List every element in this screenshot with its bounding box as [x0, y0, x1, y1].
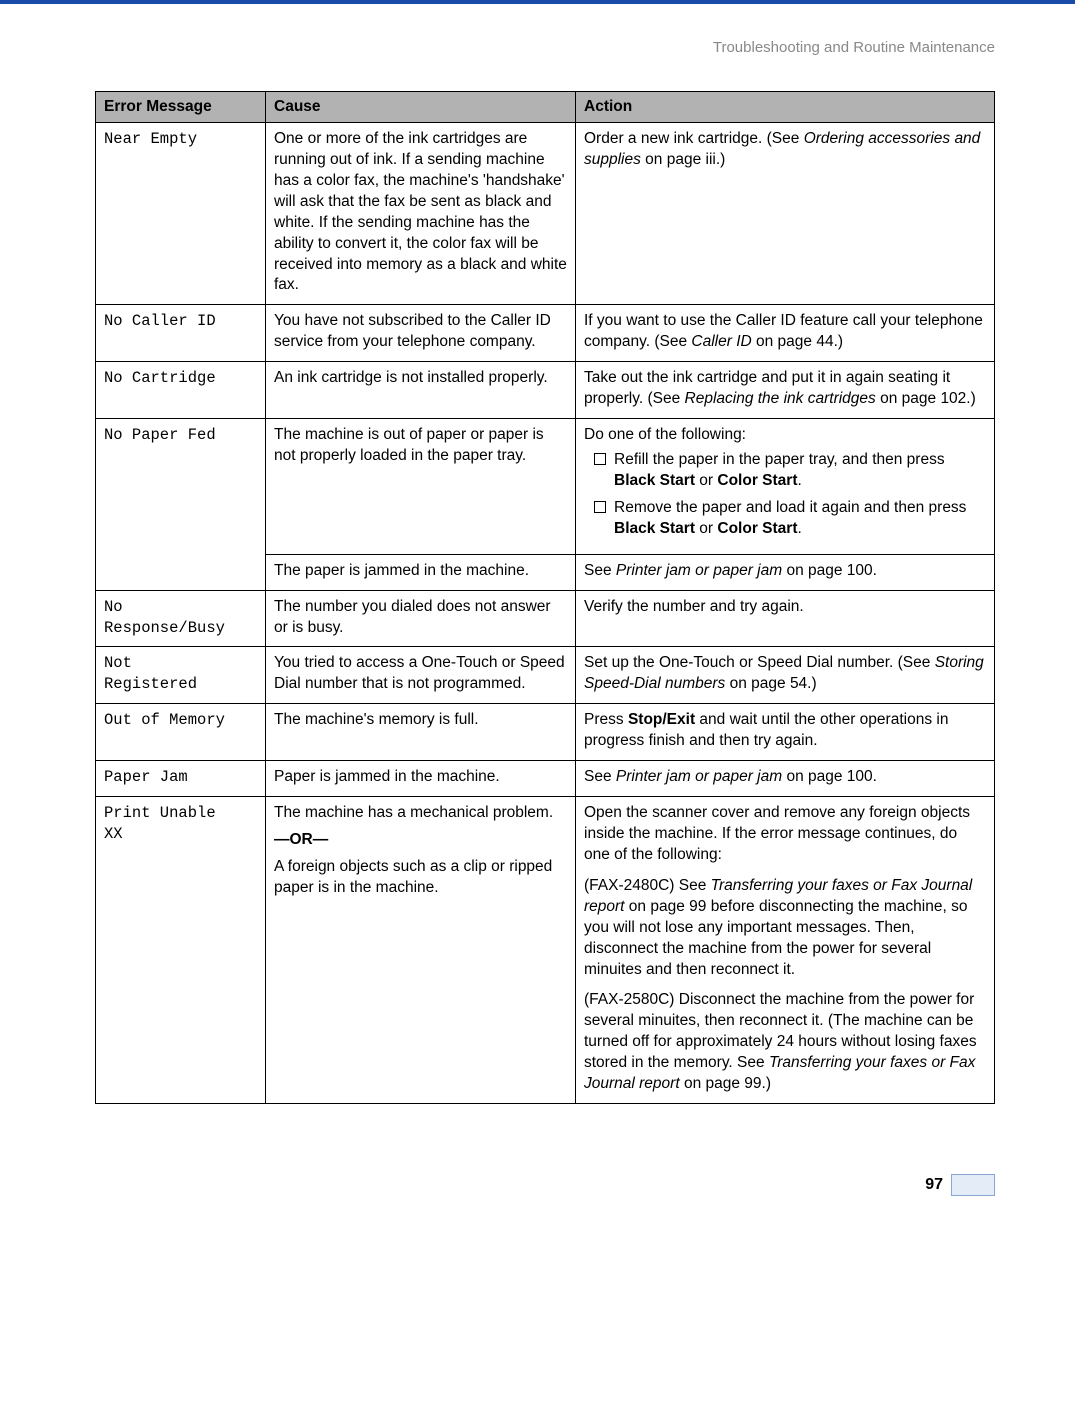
table-header-row: Error Message Cause Action — [96, 92, 995, 123]
error-code: Paper Jam — [96, 761, 266, 797]
bullet-text: Remove the paper and load it again and t… — [614, 498, 986, 540]
key-label: Black Start — [614, 472, 695, 489]
action-text: on page 102.) — [876, 390, 976, 407]
table-row: Paper Jam Paper is jammed in the machine… — [96, 761, 995, 797]
error-code: No Cartridge — [96, 362, 266, 419]
code-line: Response/Busy — [104, 618, 257, 639]
action-text: Press — [584, 711, 628, 728]
action-cell: Verify the number and try again. — [576, 590, 995, 647]
cause-cell: One or more of the ink cartridges are ru… — [266, 123, 576, 305]
action-cell: Order a new ink cartridge. (See Ordering… — [576, 123, 995, 305]
or-separator: —OR— — [274, 830, 567, 851]
action-para: (FAX-2580C) Disconnect the machine from … — [584, 990, 986, 1095]
square-bullet-icon — [594, 453, 606, 465]
header-error-message: Error Message — [96, 92, 266, 123]
key-label: Color Start — [717, 520, 797, 537]
cause-cell: The number you dialed does not answer or… — [266, 590, 576, 647]
table-row: Not Registered You tried to access a One… — [96, 647, 995, 704]
cause-cell: You tried to access a One-Touch or Speed… — [266, 647, 576, 704]
error-code: Near Empty — [96, 123, 266, 305]
action-ref: Replacing the ink cartridges — [685, 390, 876, 407]
action-ref: Printer jam or paper jam — [616, 768, 782, 785]
cause-cell: The paper is jammed in the machine. — [266, 554, 576, 590]
action-text: on page 44.) — [752, 333, 843, 350]
action-cell: See Printer jam or paper jam on page 100… — [576, 554, 995, 590]
action-cell: Set up the One-Touch or Speed Dial numbe… — [576, 647, 995, 704]
action-text: See — [584, 768, 616, 785]
text: on page 99 before disconnecting the mach… — [584, 898, 967, 978]
text: on page 99.) — [680, 1075, 771, 1092]
code-line: XX — [104, 824, 257, 845]
key-label: Color Start — [717, 472, 797, 489]
action-text: on page iii.) — [641, 151, 725, 168]
table-row: No Paper Fed The machine is out of paper… — [96, 419, 995, 555]
code-line: Registered — [104, 674, 257, 695]
cause-cell: The machine has a mechanical problem. —O… — [266, 797, 576, 1104]
code-line: Not — [104, 653, 257, 674]
code-line: No — [104, 597, 257, 618]
action-ref: Printer jam or paper jam — [616, 562, 782, 579]
text: Remove the paper and load it again and t… — [614, 499, 966, 516]
table-row: No Cartridge An ink cartridge is not ins… — [96, 362, 995, 419]
text: or — [695, 472, 717, 489]
table-row: No Caller ID You have not subscribed to … — [96, 305, 995, 362]
text: (FAX-2480C) See — [584, 877, 711, 894]
action-text: on page 100. — [782, 768, 877, 785]
cause-para: The machine has a mechanical problem. — [274, 803, 567, 824]
error-code: No Caller ID — [96, 305, 266, 362]
cause-cell: The machine's memory is full. — [266, 704, 576, 761]
error-code: Not Registered — [96, 647, 266, 704]
action-text: Set up the One-Touch or Speed Dial numbe… — [584, 654, 935, 671]
page-footer: 97 — [95, 1174, 995, 1196]
action-para: Open the scanner cover and remove any fo… — [584, 803, 986, 866]
cause-cell: An ink cartridge is not installed proper… — [266, 362, 576, 419]
action-cell: If you want to use the Caller ID feature… — [576, 305, 995, 362]
page-content: Troubleshooting and Routine Maintenance … — [0, 4, 1075, 1246]
error-code: Out of Memory — [96, 704, 266, 761]
bullet-item: Refill the paper in the paper tray, and … — [594, 450, 986, 492]
square-bullet-icon — [594, 501, 606, 513]
text: Refill the paper in the paper tray, and … — [614, 451, 945, 468]
action-cell: See Printer jam or paper jam on page 100… — [576, 761, 995, 797]
section-heading: Troubleshooting and Routine Maintenance — [95, 39, 995, 56]
page-number: 97 — [925, 1176, 943, 1194]
header-action: Action — [576, 92, 995, 123]
table-row: No Response/Busy The number you dialed d… — [96, 590, 995, 647]
error-code: Print Unable XX — [96, 797, 266, 1104]
error-code: No Paper Fed — [96, 419, 266, 591]
error-code: No Response/Busy — [96, 590, 266, 647]
code-line: Print Unable — [104, 803, 257, 824]
action-cell: Do one of the following: Refill the pape… — [576, 419, 995, 555]
error-messages-table: Error Message Cause Action Near Empty On… — [95, 91, 995, 1104]
table-row: Print Unable XX The machine has a mechan… — [96, 797, 995, 1104]
action-cell: Press Stop/Exit and wait until the other… — [576, 704, 995, 761]
cause-cell: Paper is jammed in the machine. — [266, 761, 576, 797]
table-row: Near Empty One or more of the ink cartri… — [96, 123, 995, 305]
text: or — [695, 520, 717, 537]
bullet-item: Remove the paper and load it again and t… — [594, 498, 986, 540]
action-cell: Take out the ink cartridge and put it in… — [576, 362, 995, 419]
action-text: See — [584, 562, 616, 579]
key-label: Black Start — [614, 520, 695, 537]
action-text: Order a new ink cartridge. (See — [584, 130, 804, 147]
action-ref: Caller ID — [691, 333, 751, 350]
cause-cell: You have not subscribed to the Caller ID… — [266, 305, 576, 362]
action-intro: Do one of the following: — [584, 425, 986, 446]
text: . — [797, 520, 801, 537]
header-cause: Cause — [266, 92, 576, 123]
action-text: on page 54.) — [725, 675, 816, 692]
cause-cell: The machine is out of paper or paper is … — [266, 419, 576, 555]
action-cell: Open the scanner cover and remove any fo… — [576, 797, 995, 1104]
key-label: Stop/Exit — [628, 711, 695, 728]
table-row: Out of Memory The machine's memory is fu… — [96, 704, 995, 761]
bullet-text: Refill the paper in the paper tray, and … — [614, 450, 986, 492]
action-text: on page 100. — [782, 562, 877, 579]
footer-decoration — [951, 1174, 995, 1196]
action-para: (FAX-2480C) See Transferring your faxes … — [584, 876, 986, 981]
cause-para: A foreign objects such as a clip or ripp… — [274, 857, 567, 899]
text: . — [797, 472, 801, 489]
